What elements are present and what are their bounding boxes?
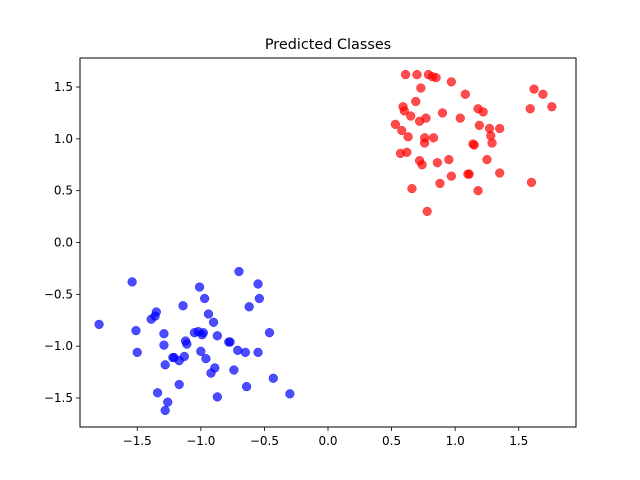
- data-point: [402, 147, 412, 157]
- data-point: [412, 69, 422, 80]
- y-tick-label: 1.0: [54, 132, 73, 146]
- data-point: [240, 347, 250, 358]
- data-point: [403, 132, 413, 142]
- data-point: [422, 206, 432, 217]
- data-point: [253, 347, 263, 358]
- data-point: [464, 169, 474, 179]
- data-point: [152, 388, 163, 398]
- data-points: [94, 69, 557, 416]
- data-point: [390, 119, 401, 129]
- data-point: [469, 140, 479, 150]
- data-point: [178, 301, 188, 311]
- data-point: [399, 106, 409, 116]
- data-point: [478, 107, 488, 117]
- y-tick-label: 0.5: [54, 184, 73, 198]
- data-point: [417, 160, 427, 170]
- data-point: [174, 379, 184, 390]
- data-point: [208, 317, 219, 327]
- data-point: [254, 293, 264, 304]
- data-point: [201, 353, 211, 364]
- data-point: [264, 328, 275, 338]
- data-point: [229, 365, 239, 375]
- data-point: [132, 347, 142, 358]
- data-point: [460, 89, 471, 99]
- data-point: [455, 113, 465, 123]
- y-tick-label: 1.5: [54, 80, 73, 94]
- data-point: [482, 154, 492, 165]
- plot-frame: [79, 57, 577, 428]
- data-point: [446, 77, 457, 87]
- data-point: [525, 104, 535, 114]
- x-tick-label: −0.5: [250, 434, 279, 448]
- y-tick-label: −0.5: [44, 287, 73, 301]
- y-tick-label: −1.0: [44, 339, 73, 353]
- data-point: [406, 111, 416, 121]
- data-point: [131, 325, 141, 336]
- data-point: [420, 138, 430, 148]
- data-point: [253, 279, 263, 289]
- data-point: [203, 309, 214, 319]
- data-point: [199, 293, 210, 304]
- data-point: [432, 158, 443, 168]
- data-point: [182, 339, 192, 349]
- x-tick-label: 0.5: [382, 434, 401, 448]
- data-point: [163, 397, 173, 407]
- data-point: [212, 392, 223, 402]
- x-tick-label: −1.5: [123, 434, 152, 448]
- data-point: [529, 84, 539, 94]
- data-point: [285, 389, 295, 399]
- data-point: [159, 340, 169, 350]
- data-point: [127, 277, 137, 287]
- chart-title: Predicted Classes: [265, 37, 391, 53]
- data-point: [431, 73, 441, 83]
- data-point: [225, 337, 235, 347]
- data-point: [495, 168, 505, 178]
- y-tick-label: 0.0: [54, 236, 73, 250]
- data-point: [473, 186, 483, 196]
- data-point: [416, 83, 426, 93]
- data-point: [241, 381, 252, 392]
- data-point: [526, 177, 537, 188]
- data-point: [160, 405, 170, 416]
- data-point: [198, 328, 209, 338]
- data-point: [495, 123, 505, 134]
- data-point: [474, 120, 484, 131]
- data-point: [160, 360, 170, 370]
- data-point: [538, 89, 548, 99]
- axes: −1.5 −1.0 −0.5 0.0 0.5 1.0 1.5 −1.5 −1.0 −0.5 0.0 0…: [44, 80, 528, 448]
- data-point: [428, 133, 439, 143]
- data-point: [234, 266, 244, 277]
- data-point: [446, 171, 457, 181]
- data-point: [411, 96, 421, 107]
- data-point: [179, 351, 189, 362]
- x-tick-label: −1.0: [186, 434, 215, 448]
- data-point: [159, 329, 169, 339]
- data-point: [233, 345, 243, 355]
- data-point: [268, 373, 278, 383]
- y-tick-label: −1.5: [44, 391, 73, 405]
- data-point: [151, 307, 161, 317]
- data-point: [407, 183, 417, 194]
- data-point: [421, 113, 431, 123]
- data-point: [437, 108, 448, 118]
- data-point: [210, 363, 220, 373]
- data-point: [487, 138, 497, 148]
- data-point: [194, 282, 205, 292]
- x-tick-label: 1.0: [446, 434, 465, 448]
- data-point: [397, 125, 407, 136]
- data-point: [94, 319, 104, 330]
- data-point: [547, 102, 557, 112]
- data-point: [400, 69, 411, 80]
- data-point: [435, 178, 445, 189]
- data-point: [196, 346, 206, 356]
- data-point: [212, 331, 223, 341]
- data-point: [244, 302, 254, 312]
- data-point: [444, 154, 454, 165]
- x-tick-label: 0.0: [318, 434, 337, 448]
- x-tick-label: 1.5: [509, 434, 528, 448]
